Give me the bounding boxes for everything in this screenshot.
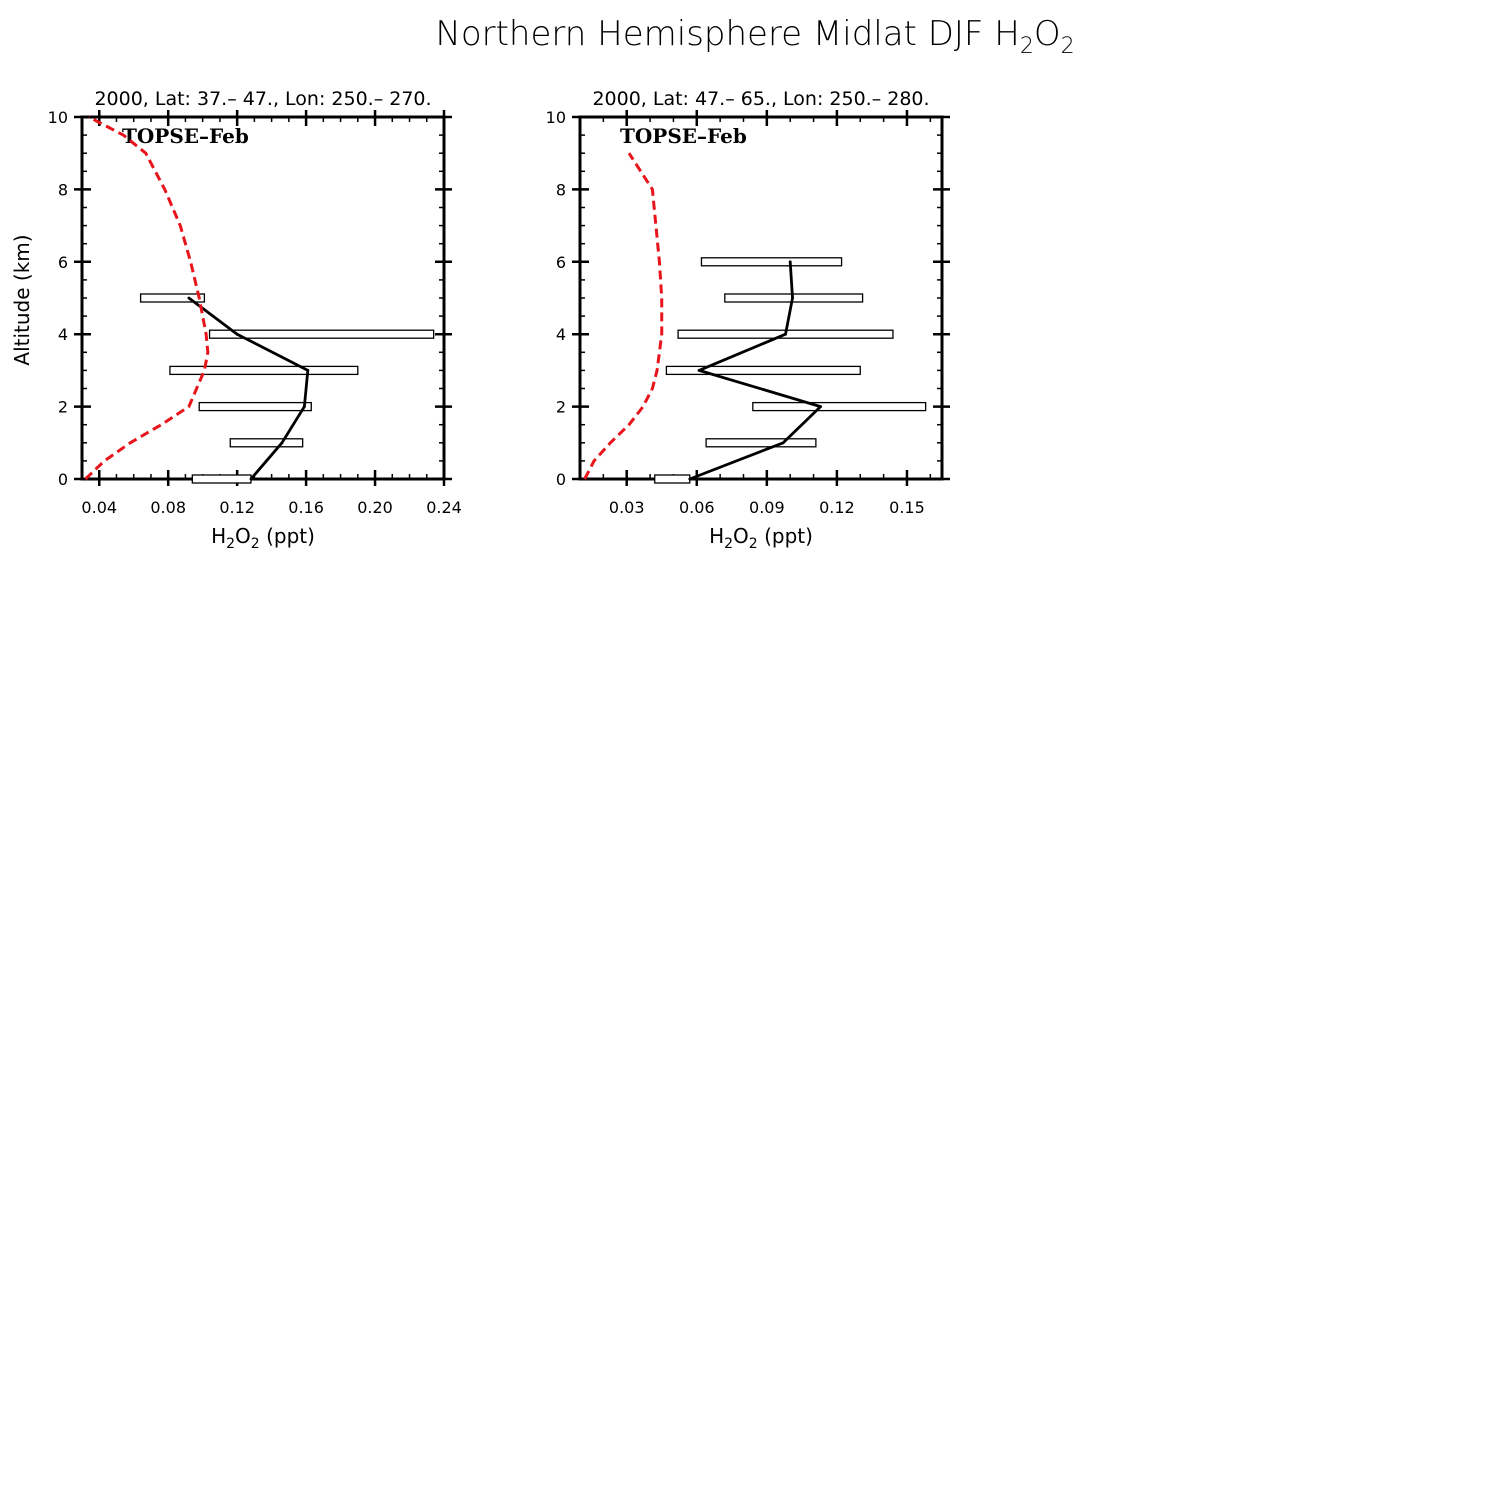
observation-median-point — [788, 260, 792, 264]
y-tick-label: 2 — [58, 398, 68, 417]
observation-range-box — [169, 365, 359, 376]
observation-range-box — [700, 257, 843, 267]
figure-title-subscript-1: 2 — [1020, 34, 1034, 59]
x-tick-label: 0.09 — [749, 498, 785, 517]
campaign-label: TOPSE–Feb — [620, 124, 747, 148]
x-axis-label-sub1: 2 — [226, 536, 235, 552]
y-tick-label: 8 — [556, 180, 566, 199]
observation-range-box — [139, 293, 206, 303]
plot-frame — [80, 115, 446, 481]
x-axis-label-unit: (ppt) — [260, 524, 315, 548]
model-line — [84, 115, 210, 481]
observation-median-point — [302, 405, 306, 408]
observation-range-box — [705, 438, 817, 448]
observation-median-point — [280, 441, 284, 445]
x-tick-label: 0.04 — [81, 498, 117, 517]
y-tick-label: 2 — [556, 398, 566, 417]
x-tick-label: 0.03 — [609, 498, 645, 517]
x-axis-label-h: H — [709, 524, 724, 548]
panel-right: 2000, Lat: 47.– 65., Lon: 250.– 280. 0.03… — [546, 88, 950, 552]
observation-range-box — [208, 329, 435, 339]
y-tick-label: 10 — [48, 108, 68, 127]
panel-subtitle: 2000, Lat: 37.– 47., Lon: 250.– 270. — [94, 88, 431, 110]
x-axis-label: H2O2 (ppt) — [211, 524, 315, 552]
y-tick-label: 10 — [546, 108, 566, 127]
x-axis-label-sub2: 2 — [251, 536, 260, 552]
observation-median-line — [188, 296, 310, 480]
observation-median-point — [791, 296, 794, 300]
figure-title: Northern Hemisphere Midlat DJF H2O2 — [435, 14, 1074, 59]
observation-range-box — [229, 438, 304, 448]
observation-median-point — [688, 477, 692, 481]
observation-median-point — [781, 441, 785, 445]
observation-range-box — [654, 474, 691, 484]
observation-range-box — [752, 401, 927, 412]
panel-subtitle: 2000, Lat: 47.– 65., Lon: 250.– 280. — [592, 88, 929, 110]
observation-median-point — [697, 369, 701, 372]
observation-median-point — [306, 369, 310, 372]
x-tick-label: 0.12 — [819, 498, 855, 517]
x-tick-label: 0.12 — [219, 498, 255, 517]
y-tick-label: 4 — [58, 325, 68, 344]
x-tick-label: 0.08 — [150, 498, 186, 517]
x-tick-label: 0.24 — [426, 498, 462, 517]
x-axis-label-unit: (ppt) — [758, 524, 813, 548]
y-tick-label: 0 — [556, 470, 566, 489]
observation-median-point — [819, 405, 822, 408]
x-axis-label-o: O — [733, 524, 749, 548]
x-tick-label: 0.06 — [679, 498, 715, 517]
x-axis-label-sub2: 2 — [749, 536, 758, 552]
figure-title-subscript-2: 2 — [1061, 34, 1075, 59]
campaign-label: TOPSE–Feb — [122, 124, 249, 148]
figure-title-main: Northern Hemisphere Midlat DJF H — [435, 14, 1019, 54]
observation-median-point — [249, 477, 253, 481]
observation-median-point — [235, 332, 239, 336]
observation-median-point — [187, 296, 191, 300]
observation-range-box — [191, 474, 252, 484]
observation-median-point — [784, 332, 787, 336]
model-line — [583, 152, 664, 480]
y-tick-label: 4 — [556, 325, 566, 344]
y-tick-label: 6 — [58, 253, 68, 272]
y-tick-label: 0 — [58, 470, 68, 489]
x-tick-label: 0.15 — [889, 498, 925, 517]
y-axis-label: Altitude (km) — [10, 234, 34, 365]
figure-title-o: O — [1034, 14, 1061, 54]
y-tick-label: 6 — [556, 253, 566, 272]
observation-range-box — [665, 365, 861, 376]
x-axis-label-o: O — [235, 524, 251, 548]
x-axis-label-sub1: 2 — [724, 536, 733, 552]
panel-left: 2000, Lat: 37.– 47., Lon: 250.– 270. 0.04… — [10, 88, 462, 552]
observation-range-box — [198, 401, 312, 412]
y-tick-label: 8 — [58, 180, 68, 199]
x-tick-label: 0.16 — [288, 498, 324, 517]
x-tick-label: 0.20 — [357, 498, 393, 517]
x-axis-label: H2O2 (ppt) — [709, 524, 813, 552]
x-axis-label-h: H — [211, 524, 226, 548]
